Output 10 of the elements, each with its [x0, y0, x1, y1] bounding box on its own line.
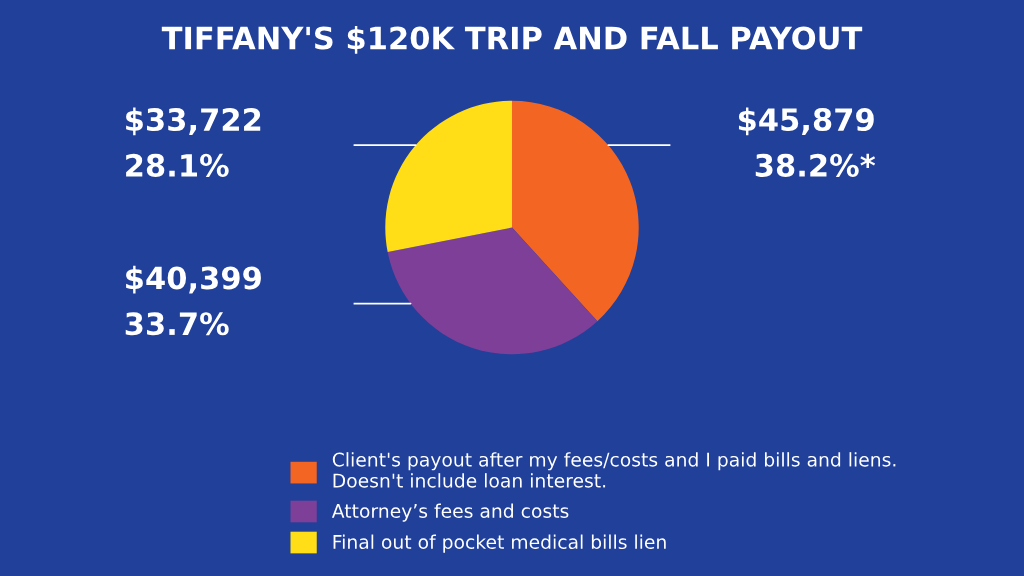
- pie-slice: [385, 100, 512, 253]
- legend-label: Client's payout after my fees/costs and I paid bills and liens. Doesn't include loan interest.: [332, 452, 896, 488]
- data-label: $33,722 28.1%: [126, 107, 261, 177]
- legend-label: Attorney’s fees and costs: [331, 503, 569, 522]
- pie-slice: [512, 100, 639, 322]
- legend-label: Final out of pocket medical bills lien: [333, 534, 666, 553]
- chart-title: TIFFANY'S $120K TRIP AND FALL PAYOUT: [161, 25, 863, 54]
- data-label: $45,879 38.2%*: [738, 107, 876, 177]
- pie-slice: [387, 227, 598, 355]
- data-label: $40,399 33.7%: [125, 265, 261, 336]
